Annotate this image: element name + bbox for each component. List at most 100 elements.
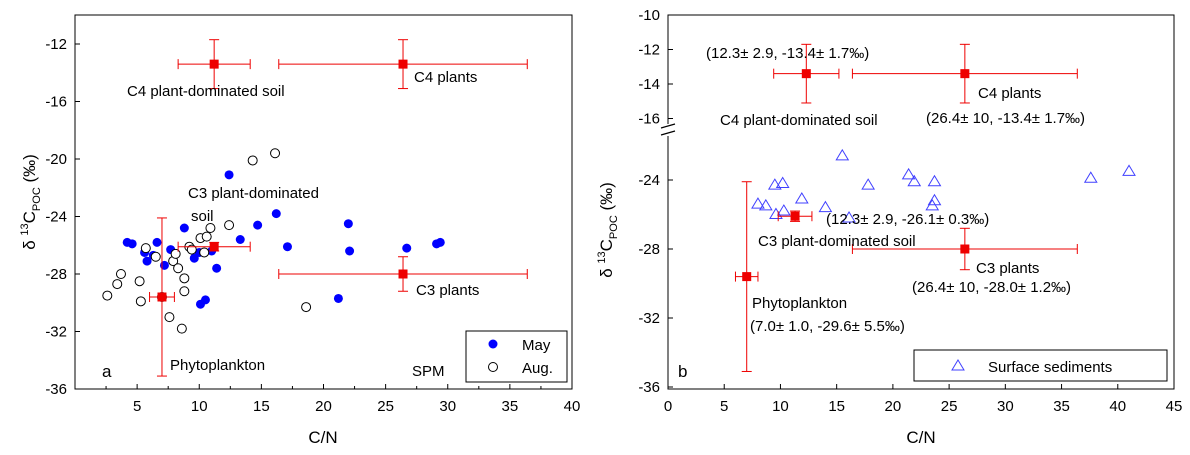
a-point-may [127, 239, 137, 249]
b-point-surface-sediment [927, 193, 942, 206]
b-point-surface-sediment [775, 176, 790, 188]
a-point-may [152, 237, 162, 247]
panel-label-a: a [102, 362, 112, 381]
a-y-tick-label--28: -28 [45, 266, 67, 283]
axis-break-b [660, 123, 676, 136]
corner-label-spm: SPM [412, 363, 445, 380]
b-point-surface-sediment [818, 200, 833, 213]
legend-box-a [465, 330, 568, 383]
axis-break-mark-lower [660, 130, 676, 136]
a-point-aug [115, 269, 126, 279]
annotation-c3-soil-values-b: (12.3± 2.9, -26.1± 0.3‰) [826, 211, 989, 228]
annotation-phytoplankton-b: Phytoplankton [752, 295, 847, 312]
a-point-aug [135, 296, 146, 307]
axis-break-mark-upper [660, 123, 676, 129]
a-point-may [345, 246, 355, 256]
b-lower-y-tick-label--36: -36 [638, 379, 660, 396]
y-axis-label-a: δ 13CPOC (‰) [19, 154, 43, 250]
a-point-may [343, 219, 353, 229]
a-point-aug [173, 263, 184, 274]
a-point-may [271, 209, 281, 219]
annotation-c4-soil-values-b: (12.3± 2.9, -13.4± 1.7‰) [706, 45, 869, 62]
b-point-surface-sediment [794, 192, 809, 204]
a-end-member-marker [398, 269, 408, 279]
a-point-may [159, 260, 169, 270]
legend-marker-may [488, 339, 498, 349]
b-point-surface-sediment [927, 174, 942, 187]
a-point-may [212, 263, 222, 273]
a-point-aug [270, 148, 281, 159]
b-upper-x-tick-label-40: 40 [1109, 398, 1126, 415]
annotation-c4-plants-b: C4 plants [978, 85, 1041, 102]
legend-b: Surface sediments [913, 349, 1168, 382]
b-upper-x-tick-label-15: 15 [828, 398, 845, 415]
a-point-aug [201, 231, 212, 242]
b-lower-y-tick-label--28: -28 [638, 241, 660, 258]
legend-label-surface-sediments: Surface sediments [988, 359, 1112, 376]
a-point-aug [102, 290, 113, 301]
a-end-member-marker [209, 59, 219, 69]
b-upper-x-tick-label-25: 25 [941, 398, 958, 415]
a-x-tick-label-5: 5 [133, 398, 141, 415]
a-point-aug [134, 276, 145, 287]
a-point-aug [112, 279, 123, 290]
panel-label-b: b [678, 362, 687, 381]
legend-marker-surface-sediments [951, 359, 965, 371]
b-point-surface-sediment [835, 148, 850, 161]
a-point-aug [224, 220, 235, 231]
annotation-phytoplankton-values-b: (7.0± 1.0, -29.6± 5.5‰) [750, 318, 905, 335]
a-x-tick-label-20: 20 [315, 398, 332, 415]
annotation-c4-soil-b: C4 plant-dominated soil [720, 112, 878, 129]
b-upper-x-tick-label-35: 35 [1053, 398, 1070, 415]
a-point-aug [247, 155, 258, 166]
b-point-surface-sediment [901, 167, 916, 180]
b-upper-y-tick-label--12: -12 [638, 42, 660, 59]
b-end-member-marker [742, 272, 752, 282]
a-point-aug [170, 248, 181, 259]
a-point-may [224, 170, 234, 180]
a-y-tick-label--20: -20 [45, 151, 67, 168]
a-point-may [402, 243, 412, 253]
b-upper-y-tick-label--16: -16 [638, 111, 660, 128]
annotation-c3-plants-values-b: (26.4± 10, -28.0± 1.2‰) [912, 279, 1071, 296]
a-point-aug [186, 244, 197, 255]
panel-a: 5 10 15 20 25 30 35 40 -12 -16 -20 -24 -28 -32 -36 C/N… [19, 14, 580, 447]
b-point-surface-sediment [907, 174, 922, 187]
annotation-c3-soil-b: C3 plant-dominated soil [758, 233, 916, 250]
b-upper-y-tick-label--14: -14 [638, 76, 660, 93]
b-upper-x-tick-label-20: 20 [885, 398, 902, 415]
annotation-c3-plants-b: C3 plants [976, 260, 1039, 277]
a-point-aug [176, 323, 187, 334]
a-point-may [142, 256, 152, 266]
a-point-may [200, 295, 210, 305]
b-end-member-marker [790, 211, 800, 221]
a-point-may [253, 220, 263, 230]
a-x-tick-label-30: 30 [439, 398, 456, 415]
b-point-surface-sediment [758, 198, 773, 211]
a-end-member-marker [157, 292, 167, 302]
a-end-member-marker [209, 242, 219, 252]
a-point-aug [140, 243, 151, 254]
legend-marker-aug [488, 362, 498, 372]
y-axis-label-b: δ 13CPOC (‰) [596, 182, 620, 278]
b-upper-x-tick-label-0: 0 [664, 398, 672, 415]
annotation-c3-soil-a-line1: C3 plant-dominated [188, 185, 319, 202]
data-marks-a [102, 39, 528, 377]
b-lower-y-tick-label--32: -32 [638, 310, 660, 327]
x-axis-label-a: C/N [308, 428, 337, 447]
a-point-may [333, 293, 343, 303]
b-end-member-marker [960, 244, 970, 254]
a-x-tick-label-35: 35 [502, 398, 519, 415]
annotation-phytoplankton-a: Phytoplankton [170, 357, 265, 374]
b-end-member-marker [960, 69, 970, 79]
a-point-aug [205, 223, 216, 233]
annotation-c4-soil-a: C4 plant-dominated soil [127, 83, 285, 100]
panel-b: 0 5 10 15 20 25 30 35 40 45 -10 -12 -14 -16 -24 -28 -32 -… [596, 7, 1182, 447]
b-upper-x-tick-label-30: 30 [997, 398, 1014, 415]
a-point-aug [164, 312, 175, 323]
a-point-may [179, 223, 189, 233]
a-point-may [435, 237, 445, 247]
a-y-tick-label--32: -32 [45, 324, 67, 341]
a-x-tick-label-15: 15 [253, 398, 270, 415]
axis-ticks-b: 0 5 10 15 20 25 30 35 40 45 -10 -12 -14 -16 -24 -28 -32 -… [638, 7, 1182, 415]
